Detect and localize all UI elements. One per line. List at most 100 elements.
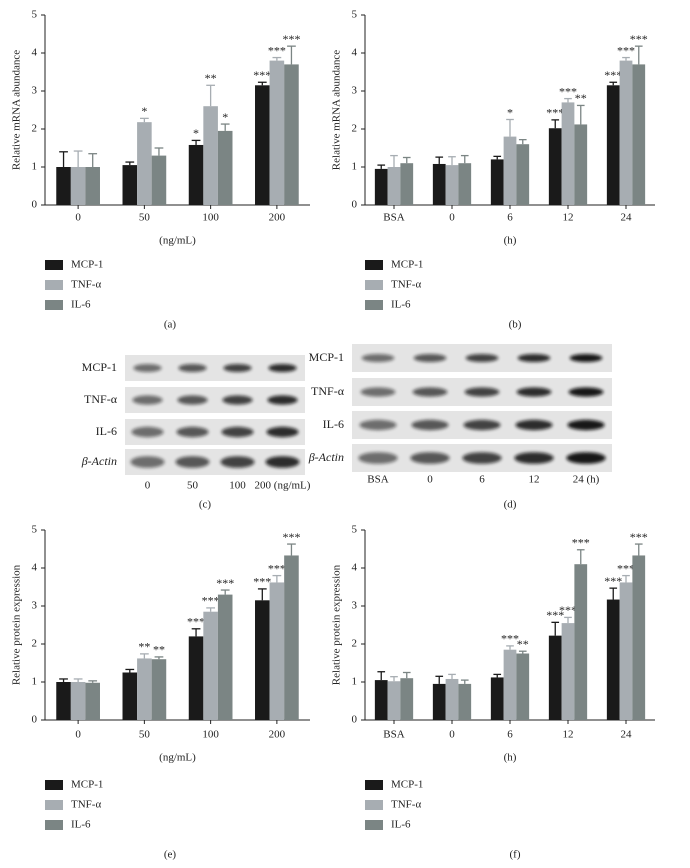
significance-label: ** (575, 91, 587, 105)
legend-swatch (365, 800, 383, 810)
bar (374, 680, 388, 720)
error-bar (576, 104, 585, 125)
bar (188, 636, 204, 720)
significance-label: *** (572, 536, 590, 550)
blot-lane-label: 12 (529, 474, 540, 486)
x-tick-label: BSA (383, 729, 404, 741)
error-bar (551, 119, 560, 129)
legend-label: TNF-α (71, 799, 101, 811)
blot-band (566, 452, 606, 464)
blot-band (465, 354, 499, 362)
blot-band (516, 387, 552, 397)
bar (284, 64, 299, 206)
x-tick-label: BSA (383, 212, 404, 224)
y-tick-label: 2 (352, 638, 358, 650)
y-tick-label: 0 (32, 199, 38, 211)
panel-label: (f) (510, 849, 521, 861)
blot-band (265, 456, 300, 468)
error-bar (435, 156, 444, 164)
error-bar (59, 151, 68, 167)
x-tick-label: 6 (507, 212, 513, 224)
significance-label: * (507, 105, 513, 119)
error-bar (154, 147, 164, 156)
legend-swatch (365, 820, 383, 830)
legend-label: IL-6 (391, 819, 411, 831)
y-axis-title: Relative protein expression (11, 564, 23, 685)
legend-swatch (365, 780, 383, 790)
error-bar (448, 673, 456, 679)
bar (574, 124, 588, 205)
significance-label: *** (268, 43, 286, 57)
blot-band (411, 419, 449, 431)
bar (458, 683, 472, 720)
significance-label: *** (546, 608, 564, 622)
blot-band (568, 387, 604, 397)
error-bar (518, 138, 527, 145)
x-tick-label: 200 (269, 729, 286, 741)
bar (374, 168, 388, 205)
bar (269, 60, 285, 205)
blot-row-label: IL-6 (323, 417, 344, 431)
blot-band (266, 426, 299, 438)
bar (400, 678, 414, 720)
significance-label: *** (617, 43, 635, 57)
error-bar (125, 161, 135, 166)
error-bar (435, 675, 444, 684)
bar (490, 677, 504, 720)
error-bar (448, 156, 456, 166)
legend-label: TNF-α (391, 799, 421, 811)
legend-swatch (45, 780, 63, 790)
error-bar (609, 587, 618, 600)
legend-swatch (365, 300, 383, 310)
x-tick-label: 50 (139, 212, 151, 224)
x-tick-label: 24 (621, 212, 633, 224)
significance-label: *** (630, 32, 648, 46)
bar (606, 599, 620, 720)
error-bar (576, 549, 585, 565)
error-bar (564, 616, 572, 624)
legend-swatch (45, 300, 63, 310)
x-tick-label: 0 (449, 212, 455, 224)
blot-lane-label: 0 (145, 480, 151, 492)
legend-label: MCP-1 (71, 779, 103, 791)
bar (255, 600, 270, 720)
legend-label: MCP-1 (391, 259, 423, 271)
blot-lane-label: 24 (h) (573, 474, 600, 486)
x-axis-title: (h) (504, 752, 517, 764)
blot-band (358, 452, 398, 464)
x-tick-label: 100 (202, 729, 219, 741)
blot-band (517, 354, 551, 362)
x-tick-label: 12 (563, 212, 574, 224)
bar (56, 167, 71, 205)
x-axis-title: (ng/mL) (159, 752, 196, 764)
y-tick-label: 4 (352, 47, 358, 59)
bar (619, 60, 633, 205)
blot-band (176, 426, 209, 438)
blot-band (361, 354, 395, 362)
error-bar (493, 673, 502, 678)
bar (503, 136, 517, 205)
blot-band (515, 419, 553, 431)
blot-band (360, 387, 396, 397)
y-tick-label: 3 (352, 600, 358, 612)
significance-label: * (141, 104, 147, 118)
error-bar (206, 607, 215, 612)
x-tick-label: 0 (75, 212, 81, 224)
y-tick-label: 4 (32, 47, 38, 59)
bar (56, 682, 71, 720)
error-bar (88, 680, 98, 683)
y-tick-label: 2 (352, 123, 358, 135)
error-bar (140, 117, 149, 123)
bar (632, 555, 646, 720)
y-tick-label: 1 (352, 161, 358, 173)
significance-label: ** (517, 637, 529, 651)
error-bar (518, 650, 527, 654)
x-axis-title: (h) (504, 235, 517, 247)
blot-row-label: IL-6 (96, 424, 117, 438)
x-tick-label: 12 (563, 729, 574, 741)
significance-label: *** (604, 68, 622, 82)
error-bar (257, 81, 267, 86)
error-bar (460, 679, 469, 684)
bar (432, 163, 446, 205)
